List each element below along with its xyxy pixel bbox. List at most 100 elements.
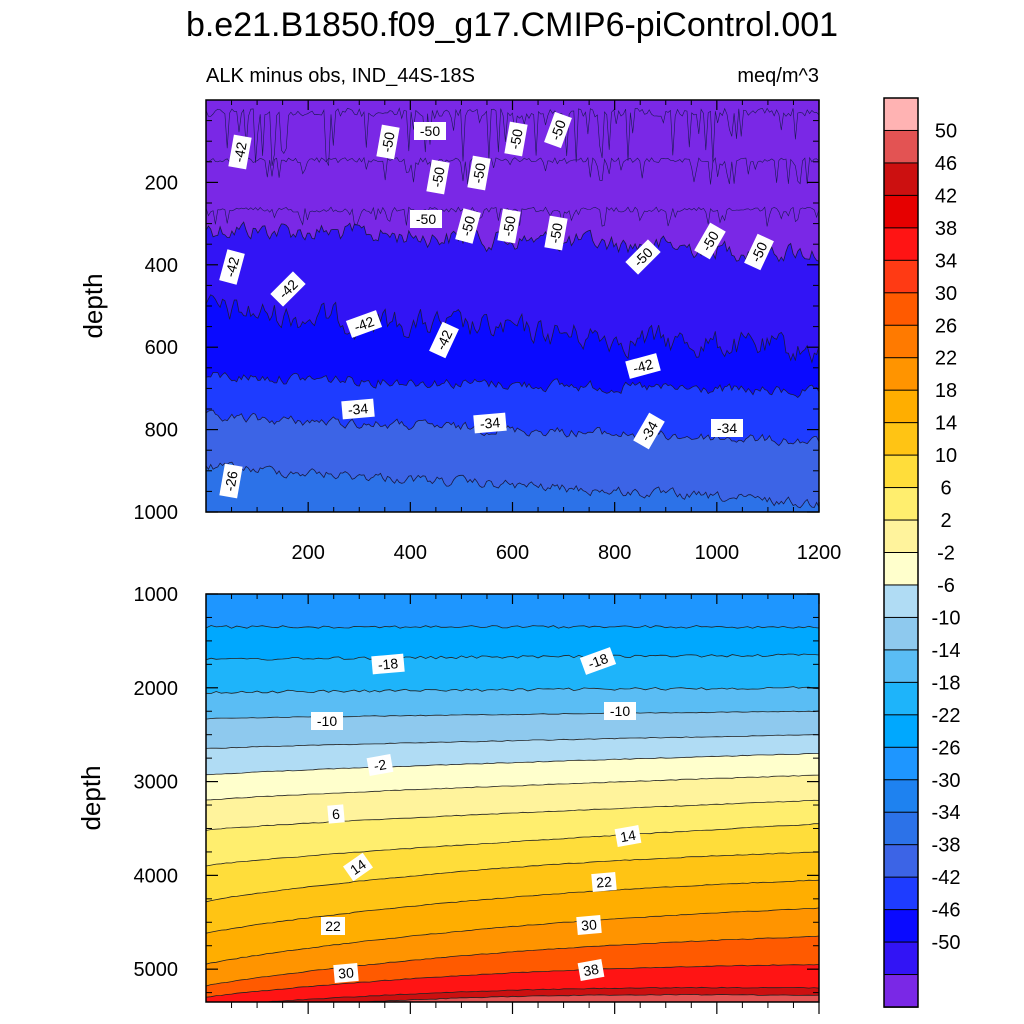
bottom-contour-label-text: -18 [586, 650, 611, 672]
top-panel: -42 -50 -50 -50 -50-50 -50-50 -50 -50 -50-50-50-… [78, 99, 841, 564]
bottom-contour-label-text: -18 [377, 655, 399, 673]
top-contour-label-text: -50 [428, 165, 447, 188]
top-contour-label: -50 [544, 111, 572, 149]
bottom-contour-line [206, 686, 819, 694]
colorbar-box [883, 714, 919, 749]
colorbar-box [883, 162, 919, 197]
figure-title: b.e21.B1850.f09_g17.CMIP6-piControl.001 [186, 6, 838, 44]
colorbar-box [883, 129, 919, 164]
top-contour-label: -42 [219, 249, 245, 285]
colorbar-label: -46 [932, 900, 961, 922]
colorbar-label: 18 [935, 380, 957, 402]
bottom-contour-label-text: 30 [338, 964, 355, 981]
colorbar-box [883, 844, 919, 878]
bottom-ytick-label: 5000 [134, 959, 179, 981]
bottom-contour-line [261, 986, 819, 1002]
top-contour-label: -34 [711, 419, 743, 437]
colorbar-box [883, 779, 919, 814]
colorbar-box [883, 454, 919, 489]
top-contour-label: -50 [467, 155, 491, 191]
bottom-contour-label-text: -2 [372, 756, 387, 774]
top-noise-contour [206, 156, 819, 185]
top-noise-contour [206, 107, 819, 166]
bottom-contour-label: 22 [591, 871, 617, 893]
colorbar-label: -38 [932, 835, 961, 857]
bottom-ytick-label: 3000 [134, 772, 179, 794]
bottom-contour-label: -18 [579, 647, 617, 675]
bottom-contour-label: -10 [311, 712, 343, 730]
bottom-contour-line [206, 935, 819, 987]
top-contour-label-text: -42 [352, 313, 377, 335]
colorbar-label: 38 [935, 218, 957, 240]
colorbar-box [883, 227, 919, 262]
top-contour-label: -50 [376, 124, 400, 160]
top-contour-label-text: -50 [469, 161, 488, 184]
top-ytick-label: 200 [145, 172, 178, 194]
colorbar-label: 30 [935, 283, 957, 305]
top-ytick-label: 600 [145, 337, 178, 359]
colorbar-label: -22 [932, 705, 961, 727]
top-contour-label-text: -50 [420, 123, 440, 139]
colorbar-box [883, 941, 919, 976]
bottom-contour-line [206, 734, 819, 749]
top-contour-label-text: -50 [546, 221, 565, 244]
top-xtick-label: 400 [394, 542, 427, 564]
bottom-contour-label-text: 14 [619, 827, 637, 845]
bottom-contour-label: 6 [327, 804, 345, 824]
colorbar-label: 14 [935, 413, 957, 435]
colorbar-box [883, 97, 919, 132]
colorbar-label: 46 [935, 153, 957, 175]
top-contour-label: -42 [345, 310, 383, 338]
top-contour-label-text: -50 [458, 214, 479, 238]
top-contour-label: -50 [410, 210, 442, 228]
colorbar-box [883, 584, 919, 619]
bottom-panel: -18-18-10-10-261414222230303038 10002000… [76, 584, 820, 1014]
top-contour-label: -50 [426, 159, 450, 195]
bottom-contour-label-text: 22 [596, 873, 613, 890]
top-contour-label: -26 [219, 463, 243, 499]
top-contour-label: -42 [228, 134, 252, 170]
top-contour-label-text: -34 [479, 414, 501, 432]
top-contour-label-text: -50 [747, 239, 770, 264]
bottom-ylabel: depth [76, 765, 106, 830]
colorbar-box [883, 649, 919, 684]
colorbar-label: 10 [935, 445, 957, 467]
top-xtick-label: 800 [598, 542, 631, 564]
top-contour-label: -50 [455, 208, 481, 244]
top-contour-label: -50 [504, 121, 528, 157]
colorbar-label: 42 [935, 185, 957, 207]
colorbar-box [883, 746, 919, 781]
colorbar-label: 26 [935, 315, 957, 337]
colorbar-box [883, 357, 919, 391]
bottom-contour-label: -10 [604, 702, 636, 720]
colorbar-box [883, 292, 919, 327]
top-contour-label-text: -42 [432, 327, 455, 352]
subtitle-right: meq/m^3 [737, 65, 819, 87]
colorbar-box [883, 876, 919, 911]
bottom-contour-label-text: -10 [610, 703, 630, 719]
top-xtick-label: 200 [291, 542, 324, 564]
bottom-contour-label-text: -10 [317, 713, 337, 729]
colorbar-box [883, 259, 919, 294]
top-contour-label: -50 [544, 215, 568, 251]
top-contour-label: -34 [341, 398, 375, 420]
bottom-contour-label-text: 6 [331, 806, 340, 823]
colorbar-label: 50 [935, 121, 957, 143]
bottom-contour-lines [206, 625, 819, 1002]
colorbar: 50 46 42 38 34 30 26 22 18 14 10 6 2 -2 -6 -10 -14 -18 -22… [883, 97, 961, 1008]
colorbar-label: 2 [940, 510, 951, 532]
subtitle-left: ALK minus obs, IND_44S-18S [206, 65, 475, 87]
top-contour-label: -50 [744, 233, 774, 271]
colorbar-label: -6 [937, 575, 955, 597]
colorbar-box [883, 194, 919, 229]
top-contour-label-text: -50 [378, 130, 397, 153]
top-contour-label-text: -50 [506, 127, 525, 150]
bottom-contour-line [206, 625, 819, 629]
bottom-contour-label: -2 [366, 754, 394, 776]
top-xtick-label: 1000 [695, 542, 740, 564]
top-contour-label-text: -42 [631, 356, 655, 377]
colorbar-box [883, 324, 919, 359]
bottom-contour-line [206, 653, 819, 661]
colorbar-box [883, 974, 919, 1008]
bottom-contour-label: 30 [576, 914, 602, 936]
